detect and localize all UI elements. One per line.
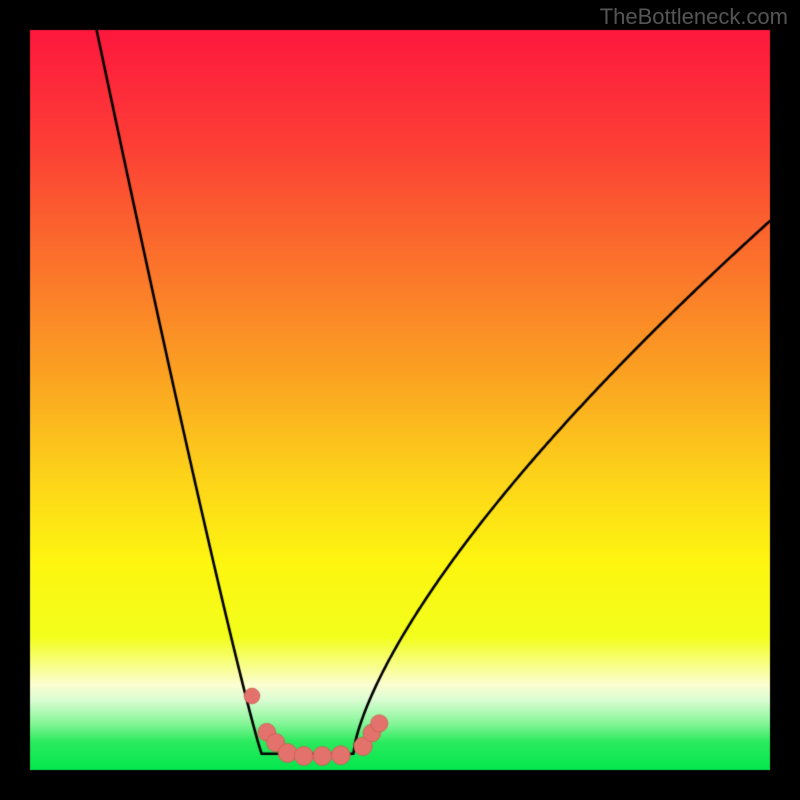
watermark-label: TheBottleneck.com <box>600 4 788 30</box>
chart-stage: TheBottleneck.com <box>0 0 800 800</box>
bottleneck-curve-chart <box>0 0 800 800</box>
